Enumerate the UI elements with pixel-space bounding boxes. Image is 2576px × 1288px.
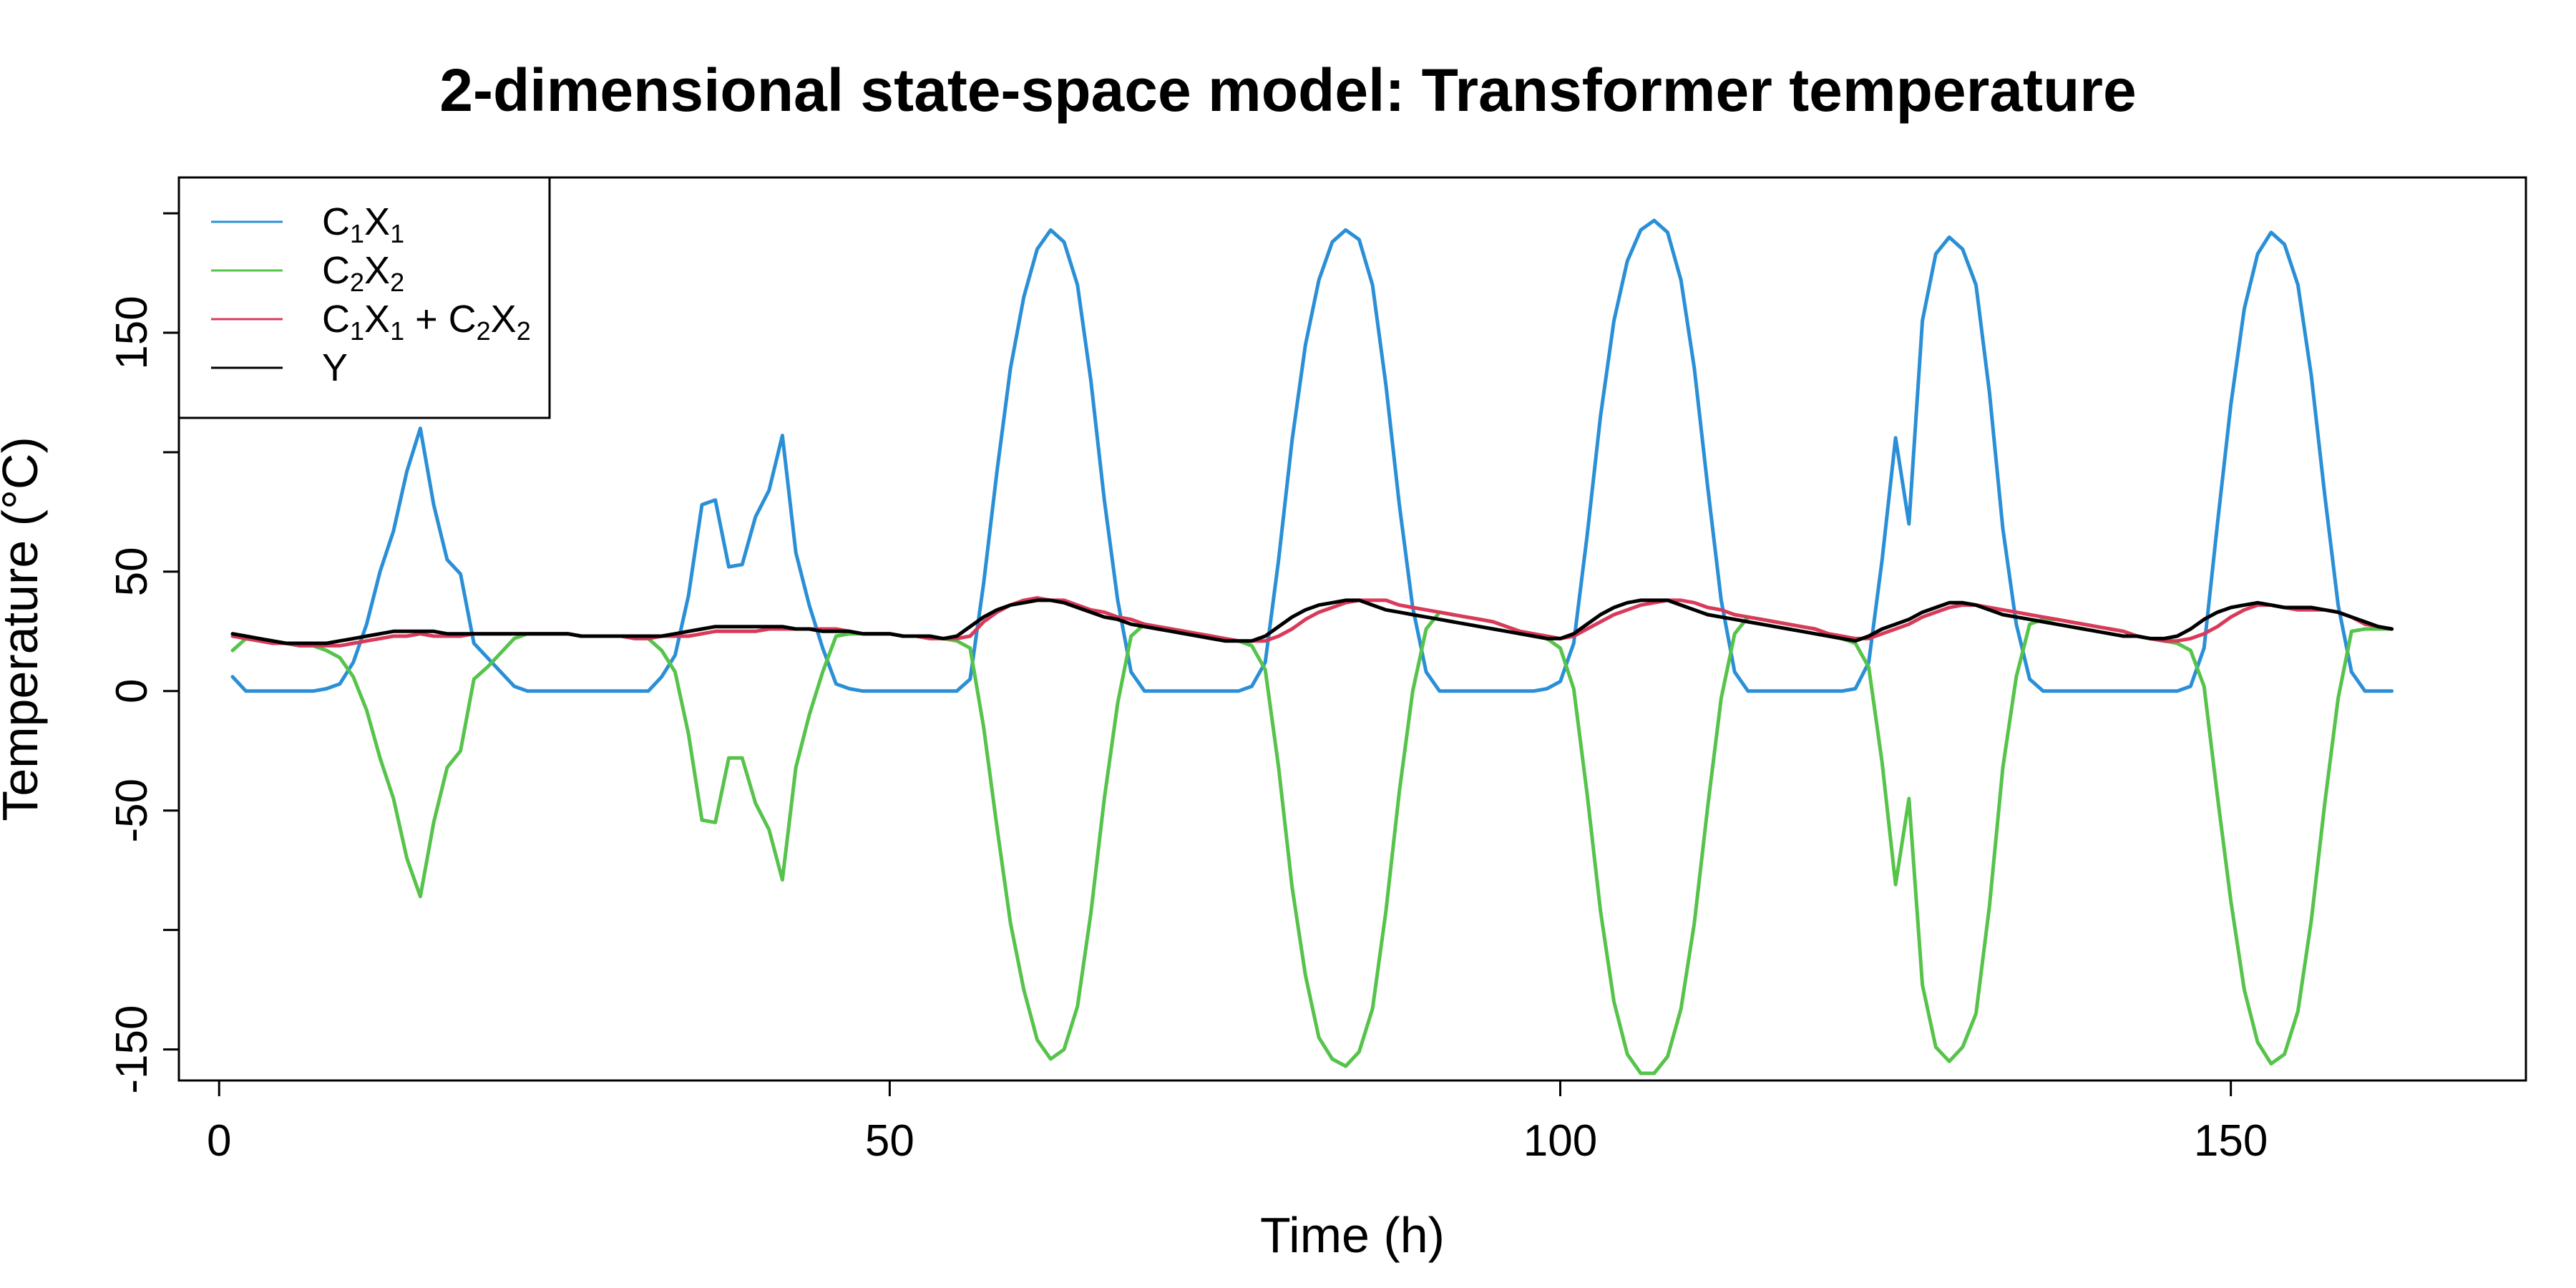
legend-label-c1x1: C1X1	[322, 200, 404, 248]
legend-label-c2x2: C2X2	[322, 249, 404, 297]
x-tick-label: 100	[1523, 1116, 1597, 1166]
x-axis-label: Time (h)	[1260, 1207, 1445, 1263]
x-tick-label: 0	[207, 1116, 231, 1166]
series-lines	[230, 218, 2394, 1075]
plot-frame	[177, 176, 2527, 1082]
x-tick-label: 50	[865, 1116, 914, 1166]
series-line-c2x2	[230, 610, 2394, 1075]
axis-ticks: 0 50 100 150 -150 -50 0 50 150	[107, 212, 2268, 1166]
y-tick-label: -50	[107, 779, 157, 843]
legend-label-sum: C1X1 + C2X2	[322, 298, 531, 346]
y-tick-label: 0	[107, 679, 157, 703]
series-line-y	[230, 598, 2394, 645]
series-line-sum	[230, 596, 2394, 648]
legend-label-y: Y	[322, 346, 348, 389]
y-tick-label: 50	[107, 547, 157, 596]
y-axis-label: Temperature (°C)	[0, 436, 48, 821]
y-tick-label: -150	[107, 1005, 157, 1094]
plot-area	[230, 218, 2394, 1075]
series-line-c1x1	[230, 218, 2394, 693]
legend-box	[177, 176, 551, 419]
y-tick-label: 150	[107, 296, 157, 369]
x-tick-label: 150	[2194, 1116, 2268, 1166]
chart-title: 2-dimensional state-space model: Transfo…	[439, 57, 2136, 124]
